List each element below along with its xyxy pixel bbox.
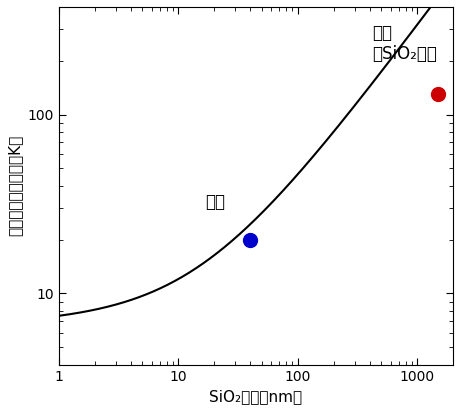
Text: 従来
（SiO₂上）: 従来 （SiO₂上）: [371, 24, 436, 63]
X-axis label: SiO₂膜厚（nm）: SiO₂膜厚（nm）: [209, 389, 302, 404]
Y-axis label: 活性層の温度上昇（K）: 活性層の温度上昇（K）: [7, 135, 22, 236]
Text: 今回: 今回: [205, 193, 224, 211]
